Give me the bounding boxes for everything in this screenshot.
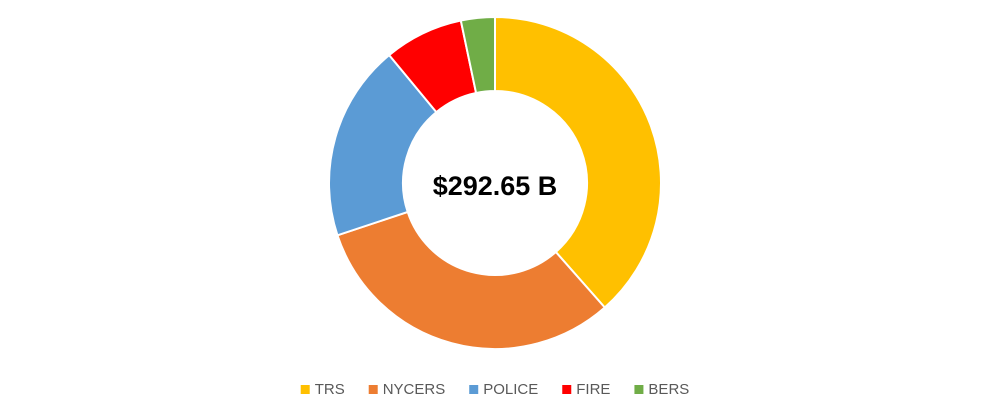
legend-swatch: [469, 385, 479, 394]
donut-segment: [459, 15, 496, 95]
legend-label: POLICE: [483, 381, 538, 398]
donut-segment: [494, 15, 662, 309]
legend-swatch: [562, 385, 572, 394]
legend-label: FIRE: [576, 381, 610, 398]
legend: TRS NYCERS POLICE FIRE BERS: [300, 381, 689, 398]
donut-segment: [328, 53, 438, 237]
donut-segment: [336, 210, 607, 350]
legend-swatch: [634, 385, 644, 394]
legend-swatch: [300, 385, 310, 394]
center-label: $292.65 B: [433, 171, 558, 201]
legend-label: BERS: [648, 381, 689, 398]
legend-label: TRS: [315, 381, 345, 398]
legend-swatch: [368, 385, 378, 394]
legend-label: NYCERS: [383, 381, 446, 398]
